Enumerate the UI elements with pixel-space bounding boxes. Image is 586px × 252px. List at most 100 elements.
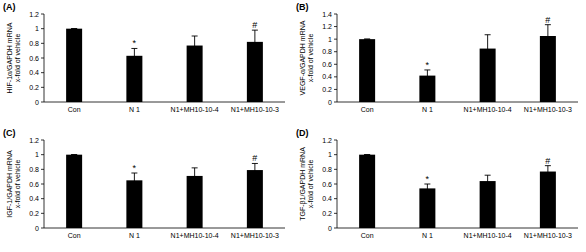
x-tick-label: N1+MH10-10-3 — [524, 106, 572, 113]
y-tick-label: 0.6 — [322, 181, 332, 188]
bar — [359, 155, 375, 228]
y-tick-label: 0.2 — [322, 86, 332, 93]
error-line — [427, 184, 428, 193]
y-tick — [334, 154, 337, 155]
y-axis-label: x-fold of vehicle — [14, 160, 21, 209]
y-tick-label: 0.4 — [322, 195, 332, 202]
y-tick-label: 0.6 — [29, 181, 39, 188]
y-tick — [41, 154, 44, 155]
bar — [187, 176, 203, 228]
y-tick — [41, 14, 44, 15]
y-tick — [334, 198, 337, 199]
error-bar — [485, 35, 491, 63]
error-cap — [364, 154, 370, 155]
error-bar — [192, 36, 198, 55]
error-line — [427, 70, 428, 81]
x-tick-label: Con — [361, 232, 374, 239]
error-cap — [71, 28, 77, 29]
y-tick — [41, 228, 44, 229]
error-bar — [71, 154, 77, 155]
y-tick — [41, 87, 44, 88]
bar — [480, 181, 496, 228]
annotation: # — [545, 15, 550, 25]
error-line — [254, 163, 255, 176]
x-tick-label: N 1 — [129, 232, 140, 239]
panel: (A)HIF-1α/GAPDH mRNAx-fold of vehicle00.… — [3, 2, 285, 113]
bar — [247, 170, 263, 228]
error-cap — [485, 62, 491, 63]
error-cap — [71, 154, 77, 155]
error-line — [487, 35, 488, 63]
bar — [359, 39, 375, 102]
y-tick — [334, 76, 337, 77]
error-cap — [364, 39, 370, 40]
y-axis — [337, 14, 338, 102]
y-tick — [334, 14, 337, 15]
x-tick-label: N1+MH10-10-4 — [171, 232, 219, 239]
panel: (B)VEGF-α/GAPDH mRNAx-fold of vehicle00.… — [296, 2, 578, 113]
y-axis-label: HIF-1α/GAPDH mRNA — [6, 22, 13, 93]
x-tick-label: N 1 — [422, 232, 433, 239]
y-tick-label: 0.2 — [29, 84, 39, 91]
y-tick — [41, 140, 44, 141]
error-line — [194, 168, 195, 184]
error-cap — [545, 177, 551, 178]
bar — [66, 29, 82, 102]
y-tick-label: 0.6 — [322, 61, 332, 68]
annotation: # — [252, 153, 257, 163]
x-tick-label: N1+MH10-10-3 — [231, 232, 279, 239]
y-tick-label: 0.2 — [29, 210, 39, 217]
y-tick — [41, 169, 44, 170]
panel-label: (C) — [3, 128, 16, 138]
x-tick-label: Con — [68, 106, 81, 113]
y-tick-label: 0.4 — [322, 73, 332, 80]
x-tick-label: Con — [68, 232, 81, 239]
error-cap — [192, 55, 198, 56]
x-tick-label: N 1 — [129, 106, 140, 113]
error-cap — [485, 175, 491, 176]
error-bar — [545, 25, 551, 48]
y-tick-label: 0 — [35, 225, 39, 232]
error-cap — [424, 81, 430, 82]
x-tick-label: N 1 — [422, 106, 433, 113]
annotation: * — [133, 163, 137, 173]
x-tick-label: N1+MH10-10-4 — [464, 106, 512, 113]
figure: (A)HIF-1α/GAPDH mRNAx-fold of vehicle00.… — [0, 0, 586, 252]
x-tick-label: N1+MH10-10-4 — [171, 106, 219, 113]
error-cap — [545, 47, 551, 48]
error-line — [134, 48, 135, 63]
bar — [540, 172, 556, 228]
y-tick-label: 1.2 — [322, 23, 332, 30]
error-bar — [424, 70, 430, 81]
y-tick — [41, 43, 44, 44]
y-tick — [334, 228, 337, 229]
error-line — [547, 25, 548, 48]
y-tick — [334, 169, 337, 170]
annotation: # — [545, 156, 550, 166]
y-tick-label: 0.8 — [29, 40, 39, 47]
error-bar — [131, 48, 137, 63]
error-cap — [364, 39, 370, 40]
error-line — [254, 30, 255, 53]
error-cap — [131, 187, 137, 188]
error-cap — [252, 53, 258, 54]
y-tick-label: 0 — [328, 225, 332, 232]
y-tick — [334, 184, 337, 185]
error-line — [547, 166, 548, 178]
y-tick — [41, 28, 44, 29]
annotation: * — [426, 60, 430, 70]
error-bar — [252, 163, 258, 176]
y-tick — [41, 72, 44, 73]
y-tick-label: 0 — [328, 99, 332, 106]
x-tick-label: N1+MH10-10-4 — [464, 232, 512, 239]
y-axis-label: VEGF-α/GAPDH mRNA — [299, 20, 306, 95]
bar — [126, 180, 142, 228]
y-tick-label: 0 — [35, 99, 39, 106]
error-bar — [485, 175, 491, 187]
y-tick — [41, 213, 44, 214]
x-tick-label: N1+MH10-10-3 — [231, 106, 279, 113]
error-cap — [252, 176, 258, 177]
y-tick-label: 1 — [35, 25, 39, 32]
error-bar — [71, 28, 77, 29]
error-cap — [192, 184, 198, 185]
